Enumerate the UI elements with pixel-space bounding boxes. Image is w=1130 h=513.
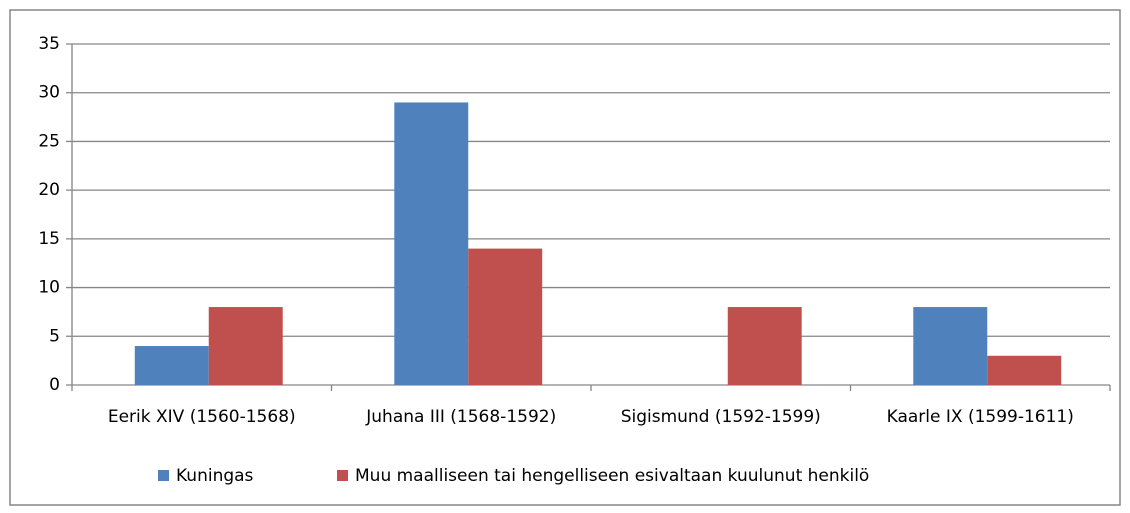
bar [987,355,1062,385]
x-tick-label: Juhana III (1568-1592) [365,407,556,427]
y-tick-label: 20 [38,180,60,200]
bar [727,307,802,385]
legend-label: Kuningas [176,466,254,486]
y-tick-label: 25 [38,131,60,151]
x-tick-label: Sigismund (1592-1599) [621,407,821,427]
y-tick-label: 30 [38,83,60,103]
bar [208,307,283,385]
bar [134,346,209,385]
y-tick-label: 0 [49,375,60,395]
y-tick-label: 5 [49,326,60,346]
chart-frame [9,9,1121,506]
bar [913,307,988,385]
legend-swatch [337,470,348,481]
y-tick-label: 10 [38,278,60,298]
x-tick-label: Kaarle IX (1599-1611) [887,407,1074,427]
bar [394,102,469,385]
y-tick-label: 15 [38,229,60,249]
legend-swatch [158,470,169,481]
bar [468,248,543,385]
y-tick-label: 35 [38,34,60,54]
x-tick-label: Eerik XIV (1560-1568) [108,407,296,427]
legend-label: Muu maalliseen tai hengelliseen esivalta… [355,466,869,486]
